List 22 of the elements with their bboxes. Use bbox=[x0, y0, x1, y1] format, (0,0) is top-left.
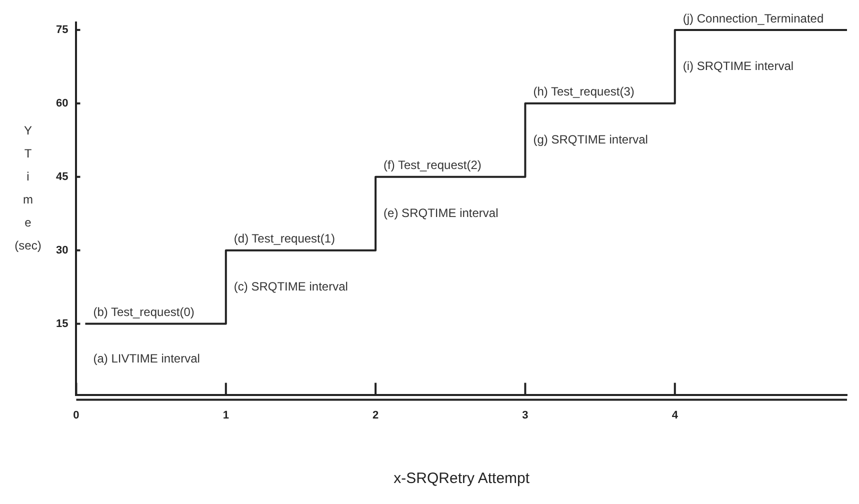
y-tick-label: 30 bbox=[56, 244, 68, 256]
annotation: (a) LIVTIME interval bbox=[93, 352, 200, 366]
annotation: (b) Test_request(0) bbox=[93, 305, 194, 320]
y-tick-label: 75 bbox=[56, 24, 68, 36]
y-axis-title: Y Time (sec) bbox=[14, 124, 42, 253]
annotation: (g) SRQTIME interval bbox=[533, 132, 648, 146]
annotation: (d) Test_request(1) bbox=[234, 232, 336, 246]
annotation: (e) SRQTIME interval bbox=[384, 206, 498, 220]
annotation: (f) Test_request(2) bbox=[384, 158, 482, 172]
y-tick-label: 60 bbox=[56, 97, 68, 110]
annotation: (j) Connection_Terminated bbox=[682, 11, 824, 26]
x-tick-label: 0 bbox=[73, 409, 80, 422]
x-tick-label: 2 bbox=[372, 409, 379, 422]
x-axis-title: x-SRQRetry Attempt bbox=[394, 470, 530, 488]
y-tick-label: 45 bbox=[56, 170, 68, 183]
annotation: (i) SRQTIME interval bbox=[682, 58, 794, 73]
x-tick-label: 4 bbox=[672, 409, 679, 422]
x-tick-label: 3 bbox=[522, 409, 528, 422]
annotation: (c) SRQTIME interval bbox=[234, 279, 348, 294]
annotation: (h) Test_request(3) bbox=[533, 84, 634, 99]
y-tick-label: 15 bbox=[56, 318, 68, 330]
x-tick-label: 1 bbox=[222, 409, 229, 422]
